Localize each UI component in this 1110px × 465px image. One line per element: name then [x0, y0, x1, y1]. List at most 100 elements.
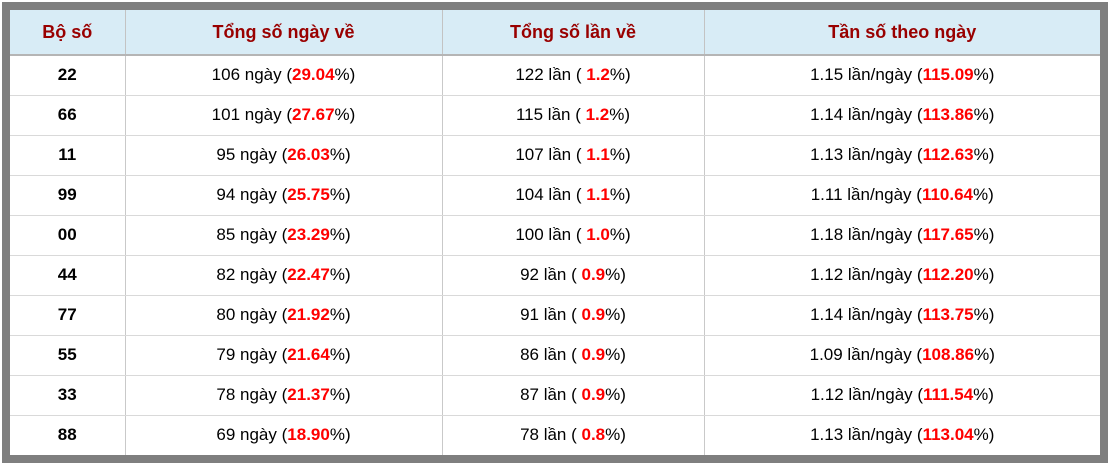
times-text: 115 lần ( — [515, 105, 586, 124]
days-percent: 21.92 — [287, 305, 330, 324]
freq-text: 1.13 lần/ngày ( — [810, 145, 923, 164]
times-percent: 0.9 — [581, 345, 606, 364]
days-text: 106 ngày ( — [211, 65, 292, 85]
table-row: 99 94 ngày (25.75%) 104 lần ( 1.1%) 1.11… — [10, 175, 1100, 216]
column-header-frequency-per-day: Tần số theo ngày — [704, 10, 1100, 56]
pair-number: 00 — [10, 215, 126, 256]
times-text: 86 lần ( — [520, 345, 582, 364]
times-percent: 1.1 — [586, 145, 610, 164]
days-percent: 27.67 — [292, 105, 335, 124]
freq-text: 1.14 lần/ngày ( — [810, 105, 923, 124]
total-times-cell: 87 lần ( 0.9%) — [442, 375, 705, 416]
days-text: 82 ngày ( — [216, 265, 288, 284]
times-text: 92 lần ( — [520, 265, 582, 284]
table-row: 55 79 ngày (21.64%) 86 lần ( 0.9%) 1.09 … — [10, 335, 1100, 376]
times-percent: 1.2 — [586, 65, 610, 85]
freq-close: %) — [974, 345, 995, 364]
freq-percent: 117.65 — [922, 225, 974, 244]
freq-text: 1.14 lần/ngày ( — [810, 305, 923, 324]
total-times-cell: 91 lần ( 0.9%) — [442, 295, 705, 336]
freq-percent: 110.64 — [921, 185, 973, 204]
total-times-cell: 122 lần ( 1.2%) — [442, 55, 705, 96]
total-days-cell: 79 ngày (21.64%) — [125, 335, 443, 376]
freq-close: %) — [973, 225, 995, 244]
freq-text: 1.18 lần/ngày ( — [810, 225, 923, 244]
times-text: 104 lần ( — [515, 185, 587, 204]
days-text: 85 ngày ( — [216, 225, 288, 244]
freq-close: %) — [973, 145, 995, 164]
frequency-cell: 1.09 lần/ngày (108.86%) — [704, 335, 1100, 376]
times-close: %) — [605, 305, 626, 324]
total-times-cell: 86 lần ( 0.9%) — [442, 335, 705, 376]
days-percent: 21.37 — [287, 385, 330, 404]
days-percent: 18.90 — [287, 425, 330, 445]
total-times-cell: 107 lần ( 1.1%) — [442, 135, 705, 176]
pair-number: 99 — [10, 175, 126, 216]
days-text: 79 ngày ( — [216, 345, 288, 364]
times-close: %) — [609, 225, 631, 244]
total-days-cell: 69 ngày (18.90%) — [125, 415, 443, 455]
total-days-cell: 80 ngày (21.92%) — [125, 295, 443, 336]
times-text: 78 lần ( — [520, 425, 582, 445]
table-row: 33 78 ngày (21.37%) 87 lần ( 0.9%) 1.12 … — [10, 375, 1100, 416]
times-percent: 0.9 — [581, 385, 606, 404]
times-close: %) — [605, 385, 626, 404]
frequency-cell: 1.15 lần/ngày (115.09%) — [704, 55, 1100, 96]
freq-close: %) — [973, 65, 995, 85]
freq-text: 1.11 lần/ngày ( — [810, 185, 922, 204]
freq-percent: 113.04 — [922, 425, 974, 445]
days-close: %) — [329, 225, 351, 244]
table-row: 66 101 ngày (27.67%) 115 lần ( 1.2%) 1.1… — [10, 95, 1100, 136]
pair-number: 33 — [10, 375, 126, 416]
freq-close: %) — [973, 105, 995, 124]
freq-text: 1.12 lần/ngày ( — [810, 265, 923, 284]
table-row: 44 82 ngày (22.47%) 92 lần ( 0.9%) 1.12 … — [10, 255, 1100, 296]
times-percent: 0.8 — [581, 425, 606, 445]
table-header: Bộ số Tổng số ngày về Tổng số lần về Tần… — [10, 10, 1100, 56]
times-close: %) — [609, 105, 631, 124]
times-percent: 0.9 — [581, 305, 606, 324]
total-days-cell: 94 ngày (25.75%) — [125, 175, 443, 216]
days-close: %) — [329, 425, 351, 445]
table-row: 00 85 ngày (23.29%) 100 lần ( 1.0%) 1.18… — [10, 215, 1100, 256]
total-days-cell: 106 ngày (29.04%) — [125, 55, 443, 96]
times-percent: 0.9 — [581, 265, 606, 284]
freq-percent: 111.54 — [923, 385, 974, 404]
lottery-pair-stats-table: Bộ số Tổng số ngày về Tổng số lần về Tần… — [10, 10, 1100, 455]
table-row: 88 69 ngày (18.90%) 78 lần ( 0.8%) 1.13 … — [10, 415, 1100, 455]
times-percent: 1.0 — [586, 225, 610, 244]
table-row: 22 106 ngày (29.04%) 122 lần ( 1.2%) 1.1… — [10, 55, 1100, 96]
freq-percent: 112.20 — [922, 265, 974, 284]
days-percent: 21.64 — [287, 345, 330, 364]
days-percent: 25.75 — [287, 185, 330, 204]
pair-number: 44 — [10, 255, 126, 296]
days-percent: 22.47 — [287, 265, 330, 284]
days-text: 94 ngày ( — [216, 185, 288, 204]
frequency-cell: 1.14 lần/ngày (113.75%) — [704, 295, 1100, 336]
frequency-cell: 1.11 lần/ngày (110.64%) — [704, 175, 1100, 216]
pair-number: 55 — [10, 335, 126, 376]
frequency-cell: 1.14 lần/ngày (113.86%) — [704, 95, 1100, 136]
pair-number: 66 — [10, 95, 126, 136]
times-text: 107 lần ( — [515, 145, 587, 164]
days-percent: 23.29 — [287, 225, 330, 244]
days-close: %) — [329, 265, 351, 284]
freq-percent: 113.86 — [922, 105, 974, 124]
times-close: %) — [609, 185, 631, 204]
freq-close: %) — [973, 425, 995, 445]
freq-text: 1.15 lần/ngày ( — [810, 65, 923, 85]
total-times-cell: 100 lần ( 1.0%) — [442, 215, 705, 256]
days-close: %) — [329, 305, 351, 324]
column-header-total-days: Tổng số ngày về — [125, 10, 443, 56]
days-percent: 26.03 — [287, 145, 330, 164]
freq-close: %) — [973, 185, 994, 204]
freq-text: 1.13 lần/ngày ( — [810, 425, 923, 445]
pair-number: 77 — [10, 295, 126, 336]
freq-close: %) — [973, 385, 994, 404]
days-close: %) — [334, 105, 356, 124]
times-close: %) — [609, 145, 631, 164]
days-text: 80 ngày ( — [216, 305, 288, 324]
total-days-cell: 101 ngày (27.67%) — [125, 95, 443, 136]
times-percent: 1.2 — [585, 105, 610, 124]
